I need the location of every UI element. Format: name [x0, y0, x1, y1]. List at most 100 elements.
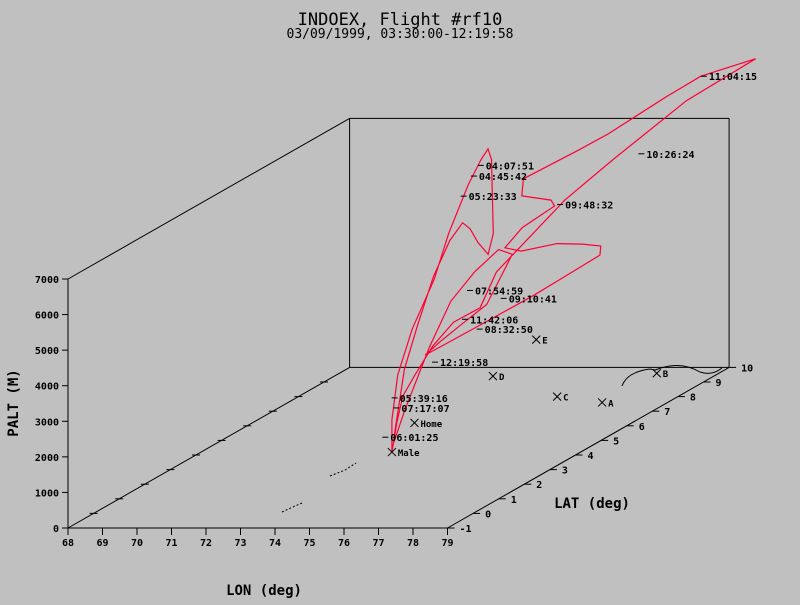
- waypoint-marker: D: [488, 371, 505, 383]
- time-label: 04:45:42: [470, 172, 527, 183]
- time-label: 10:26:24: [638, 150, 695, 161]
- waypoint-x-mark: [652, 368, 662, 378]
- y-tick-label: 0: [485, 509, 491, 520]
- time-label-text: 07:17:07: [401, 404, 449, 415]
- x-tick-label: 77: [372, 538, 384, 549]
- chart-subtitle: 03/09/1999, 03:30:00-12:19:58: [286, 27, 514, 42]
- waypoint-label: C: [563, 394, 568, 404]
- axis-ticks: 68 69 70 71 72 73 74 75 76 77 78 79-101234567891001…: [35, 275, 753, 549]
- y-tick-label: 4: [588, 451, 594, 462]
- chart-title: INDOEX, Flight #rf10: [297, 10, 503, 30]
- axes-box: [67, 117, 730, 529]
- time-label: 06:01:25: [382, 433, 438, 444]
- time-label-text: 08:32:50: [485, 325, 533, 336]
- waypoint-x-mark: [552, 392, 562, 401]
- y-tick-label: 1: [511, 495, 517, 506]
- y-tick-label: 3: [562, 466, 568, 477]
- waypoint-x-mark: [531, 335, 541, 345]
- x-tick-label: 73: [234, 538, 246, 549]
- time-label: 09:48:32: [557, 201, 613, 212]
- time-label-text: 10:26:24: [646, 150, 694, 161]
- time-label-text: 09:48:32: [565, 201, 613, 212]
- islands-maldives: [329, 462, 357, 477]
- z-tick-label: 2000: [35, 453, 59, 464]
- z-tick-label: 3000: [35, 417, 59, 428]
- waypoint-x-mark: [597, 398, 607, 407]
- y-tick-label: 8: [690, 393, 696, 404]
- waypoint-marker: Male: [387, 447, 420, 459]
- y-tick-label: 6: [639, 422, 645, 433]
- waypoint-label: D: [499, 373, 505, 383]
- time-label: 04:07:51: [477, 161, 534, 172]
- coastline: [281, 365, 723, 513]
- y-tick-label: 7: [664, 407, 670, 418]
- y-tick-label: 2: [536, 480, 542, 491]
- y-tick-label: 9: [716, 378, 722, 389]
- time-label: 07:54:59: [467, 286, 523, 297]
- time-label-text: 05:39:16: [400, 394, 448, 405]
- waypoint-x-mark: [387, 447, 397, 457]
- z-tick-label: 1000: [35, 488, 59, 499]
- waypoint-marker: B: [652, 368, 669, 380]
- waypoint-label: B: [663, 370, 669, 380]
- waypoint-x-mark: [410, 418, 419, 428]
- coastline-india: [621, 365, 723, 387]
- z-tick-label: 5000: [35, 346, 59, 357]
- time-label-text: 12:19:58: [440, 358, 488, 369]
- waypoint-label: E: [542, 337, 547, 347]
- time-label: 05:23:33: [460, 192, 517, 203]
- y-tick-label: 5: [613, 436, 619, 447]
- waypoint-marker: Home: [410, 418, 443, 430]
- y-tick-label: -1: [460, 524, 472, 535]
- time-label: 07:17:07: [393, 404, 450, 415]
- time-label-text: 04:07:51: [486, 161, 534, 172]
- x-tick-label: 74: [269, 538, 281, 549]
- time-label-text: 05:23:33: [469, 192, 517, 203]
- time-label-text: 11:42:06: [470, 315, 518, 326]
- z-tick-label: 4000: [35, 382, 59, 393]
- flight-track-group: [391, 58, 757, 453]
- time-label-group: 11:04:15 10:26:24 09:48:32 09:10:41 08:32:50…: [382, 72, 757, 444]
- time-label-text: 11:04:15: [709, 72, 757, 83]
- x-tick-label: 78: [407, 538, 419, 549]
- time-label-text: 07:54:59: [475, 286, 523, 297]
- x-tick-label: 79: [441, 538, 453, 549]
- x-tick-label: 69: [96, 538, 108, 549]
- wall-bottom-left-edge: [67, 366, 350, 529]
- waypoint-label: Home: [420, 420, 442, 430]
- islands-lakshadweep: [281, 502, 303, 513]
- time-label: 11:04:15: [700, 72, 757, 83]
- y-axis-line: [447, 366, 730, 529]
- x-tick-label: 72: [200, 538, 212, 549]
- waypoint-label: Male: [398, 449, 420, 459]
- x-tick-label: 71: [165, 538, 177, 549]
- z-tick-label: 0: [53, 524, 59, 535]
- flight-track: [391, 58, 757, 453]
- waypoint-marker: C: [552, 392, 569, 404]
- time-label: 05:39:16: [391, 394, 448, 405]
- time-label: 09:10:41: [500, 294, 557, 305]
- time-label-text: 04:45:42: [479, 172, 527, 183]
- waypoint-marker: A: [597, 398, 614, 409]
- x-tick-label: 75: [303, 538, 315, 549]
- z-tick-label: 7000: [35, 275, 59, 286]
- time-label-text: 09:10:41: [509, 294, 557, 305]
- y-axis-label: LAT (deg): [554, 496, 630, 512]
- waypoint-marker: E: [531, 335, 548, 347]
- waypoint-group: A B C D E Home Male: [387, 335, 669, 459]
- x-tick-label: 68: [62, 538, 74, 549]
- x-tick-label: 76: [338, 538, 350, 549]
- x-axis-label: LON (deg): [226, 583, 302, 599]
- wall-top-left-edge: [67, 117, 350, 280]
- time-label-text: 06:01:25: [390, 433, 438, 444]
- time-label: 12:19:58: [432, 358, 488, 369]
- x-tick-label: 70: [131, 538, 143, 549]
- time-label: 08:32:50: [476, 325, 533, 336]
- waypoint-x-mark: [488, 371, 498, 381]
- z-axis-label: PALT (M): [6, 369, 22, 436]
- z-tick-label: 6000: [35, 311, 59, 322]
- waypoint-label: A: [608, 399, 614, 409]
- time-label: 11:42:06: [462, 315, 518, 326]
- y-tick-label: 10: [741, 363, 753, 374]
